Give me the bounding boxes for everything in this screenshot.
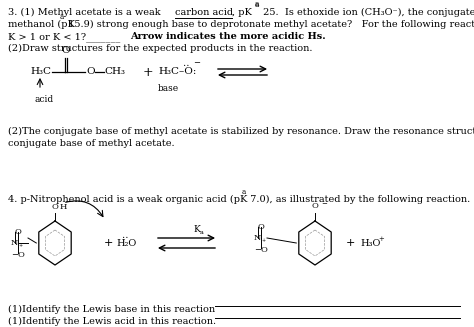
Text: −O: −O bbox=[254, 246, 268, 254]
Text: +: + bbox=[18, 243, 22, 248]
Text: carbon acid: carbon acid bbox=[175, 8, 233, 17]
Text: N: N bbox=[254, 234, 261, 242]
Text: O: O bbox=[15, 228, 21, 236]
Text: H₃C: H₃C bbox=[30, 67, 51, 77]
Text: methanol (pK: methanol (pK bbox=[8, 20, 75, 29]
Text: N: N bbox=[10, 239, 18, 247]
Text: ‥: ‥ bbox=[122, 232, 128, 240]
Text: K > 1 or K < 1?_______: K > 1 or K < 1?_______ bbox=[8, 32, 120, 42]
Text: (1)Identify the Lewis acid in this reaction.: (1)Identify the Lewis acid in this react… bbox=[8, 317, 216, 326]
Text: ‥: ‥ bbox=[183, 59, 189, 67]
Text: H₂O: H₂O bbox=[116, 238, 136, 248]
Text: base: base bbox=[157, 84, 179, 93]
Text: +: + bbox=[378, 235, 384, 243]
Text: +: + bbox=[261, 238, 265, 243]
Text: +: + bbox=[346, 238, 355, 248]
Text: a: a bbox=[60, 13, 64, 21]
Text: 15.9) strong enough base to deprotonate methyl acetate?   For the following reac: 15.9) strong enough base to deprotonate … bbox=[65, 20, 474, 29]
Text: Arrow indicates the more acidic Hs.: Arrow indicates the more acidic Hs. bbox=[130, 32, 326, 41]
Text: 3. (1) Methyl acetate is a weak: 3. (1) Methyl acetate is a weak bbox=[8, 8, 164, 17]
Text: (2)Draw structures for the expected products in the reaction.: (2)Draw structures for the expected prod… bbox=[8, 44, 312, 53]
Text: H: H bbox=[60, 203, 67, 211]
Text: (1)Identify the Lewis base in this reaction: (1)Identify the Lewis base in this react… bbox=[8, 305, 215, 314]
Text: H₃O: H₃O bbox=[360, 238, 380, 248]
Text: +: + bbox=[103, 238, 113, 248]
Text: O: O bbox=[52, 203, 58, 211]
Text: , pK: , pK bbox=[232, 8, 252, 17]
Text: H₃C–O:: H₃C–O: bbox=[158, 67, 196, 77]
Text: +: + bbox=[143, 65, 153, 78]
Text: −: − bbox=[321, 200, 327, 208]
Text: a: a bbox=[200, 231, 204, 235]
Text: O: O bbox=[311, 202, 319, 210]
Text: (2)The conjugate base of methyl acetate is stabilized by resonance. Draw the res: (2)The conjugate base of methyl acetate … bbox=[8, 127, 474, 136]
Text: a: a bbox=[242, 188, 246, 196]
Text: a: a bbox=[255, 0, 259, 8]
Text: O: O bbox=[257, 223, 264, 231]
Text: 25.  Is ethoxide ion (CH₃O⁻), the conjugate base of: 25. Is ethoxide ion (CH₃O⁻), the conjuga… bbox=[260, 8, 474, 17]
Text: 4. p-Nitrophenol acid is a weak organic acid (pK: 4. p-Nitrophenol acid is a weak organic … bbox=[8, 195, 247, 204]
Text: O: O bbox=[86, 67, 95, 77]
Text: −: − bbox=[193, 59, 200, 67]
Text: K: K bbox=[193, 226, 200, 234]
Text: CH₃: CH₃ bbox=[104, 67, 125, 77]
Text: a: a bbox=[255, 1, 259, 9]
Text: acid: acid bbox=[35, 95, 54, 104]
Text: −O: −O bbox=[11, 251, 25, 259]
Text: 7.0), as illustrated by the following reaction.: 7.0), as illustrated by the following re… bbox=[247, 195, 470, 204]
Text: conjugate base of methyl acetate.: conjugate base of methyl acetate. bbox=[8, 139, 174, 148]
Text: O: O bbox=[62, 46, 70, 55]
